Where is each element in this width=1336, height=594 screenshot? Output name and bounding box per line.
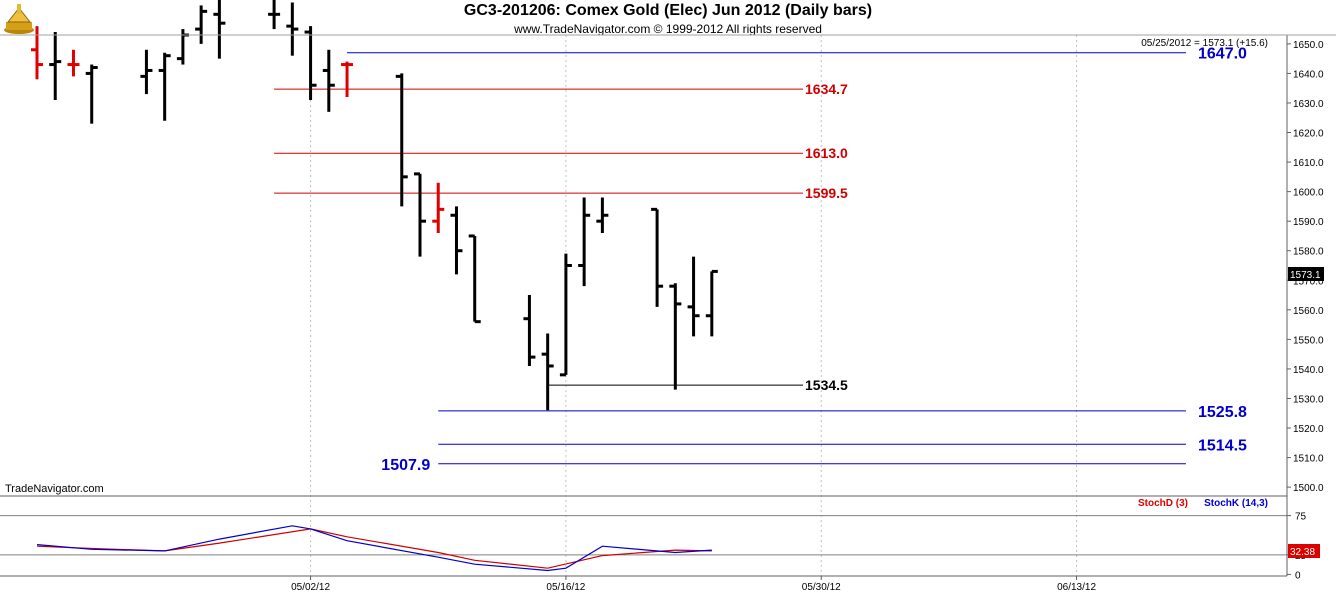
- copyright-text: www.TradeNavigator.com © 1999-2012 All r…: [514, 22, 822, 36]
- x-tick-label: 05/16/12: [546, 582, 585, 593]
- frame-layer: [0, 34, 1336, 577]
- ohlc-bar: [213, 0, 226, 59]
- y-tick-label: 1620.0: [1293, 129, 1324, 140]
- stoch-y-tick-label: 0: [1295, 570, 1301, 581]
- ohlc-bar: [669, 283, 682, 390]
- ohlc-bar: [596, 197, 609, 233]
- stoch-layer: [36, 525, 712, 572]
- level-label: 1613.0: [805, 145, 848, 161]
- ohlc-bar: [395, 73, 408, 207]
- grid-layer: [0, 35, 1287, 576]
- ohlc-bar: [468, 234, 481, 324]
- ohlc-bar: [31, 26, 43, 80]
- ohlc-bar: [304, 26, 317, 101]
- ohlc-bar: [687, 256, 700, 337]
- ohlc-bar: [140, 49, 153, 95]
- y-tick-label: 1540.0: [1293, 365, 1324, 376]
- ohlc-bar: [541, 333, 554, 411]
- ohlc-bar: [578, 197, 591, 287]
- y-tick-label: 1640.0: [1293, 69, 1324, 80]
- ohlc-bar: [268, 0, 281, 30]
- level-label: 1534.5: [805, 377, 848, 393]
- level-label: 1514.5: [1198, 437, 1247, 454]
- ohlc-bar: [559, 253, 572, 377]
- stoch-d-line: [36, 528, 712, 569]
- x-tick-label: 05/02/12: [291, 582, 330, 593]
- ohlc-bar: [195, 5, 208, 44]
- axis-layer: 05/02/12 05/16/12 05/30/12 06/13/12 1500.0 15…: [291, 40, 1324, 593]
- y-tick-label: 1610.0: [1293, 158, 1324, 169]
- ohlc-bar: [158, 52, 171, 121]
- level-label: 1507.9: [381, 457, 430, 474]
- ohlc-bar: [450, 206, 463, 275]
- ohlc-bar: [414, 172, 426, 257]
- stoch-value-tag-bg: [1288, 544, 1320, 558]
- y-tick-label: 1600.0: [1293, 188, 1324, 199]
- stoch-d-legend: StochD (3): [1138, 498, 1188, 509]
- y-tick-label: 1590.0: [1293, 217, 1324, 228]
- y-tick-label: 1500.0: [1293, 483, 1324, 494]
- ohlc-bar: [67, 49, 80, 77]
- level-layer: 1647.0 1634.7 1613.0 1599.5 1534.5 1525.8 1514…: [274, 46, 1247, 474]
- ohlc-bar: [651, 207, 664, 307]
- ohlc-bar: [322, 49, 335, 112]
- trade-navigator-logo-icon: [4, 4, 34, 34]
- stoch-k-line: [36, 525, 712, 572]
- ohlc-bar: [523, 295, 536, 366]
- y-tick-label: 1580.0: [1293, 247, 1324, 258]
- stoch-value-tag: 32.38: [1290, 547, 1315, 558]
- level-label: 1647.0: [1198, 46, 1247, 63]
- y-tick-label: 1550.0: [1293, 335, 1324, 346]
- ohlc-bar: [705, 269, 718, 337]
- ohlc-bar: [85, 64, 98, 124]
- y-tick-label: 1510.0: [1293, 454, 1324, 465]
- ohlc-bar: [432, 182, 445, 233]
- y-tick-label: 1520.0: [1293, 424, 1324, 435]
- y-tick-label: 1560.0: [1293, 306, 1324, 317]
- ohlc-bar: [341, 61, 354, 98]
- y-tick-label: 1630.0: [1293, 99, 1324, 110]
- stoch-k-legend: StochK (14,3): [1204, 498, 1268, 509]
- level-label: 1634.7: [805, 81, 848, 97]
- last-price-tag-bg: [1288, 267, 1324, 281]
- y-tick-label: 1530.0: [1293, 394, 1324, 405]
- x-tick-label: 05/30/12: [802, 582, 841, 593]
- chart-title: GC3-201206: Comex Gold (Elec) Jun 2012 (…: [463, 2, 873, 19]
- bar-layer: [31, 0, 718, 411]
- x-tick-label: 06/13/12: [1057, 582, 1096, 593]
- stoch-y-tick-label: 75: [1295, 512, 1307, 523]
- watermark: TradeNavigator.com: [5, 483, 104, 495]
- ohlc-bar: [176, 29, 189, 65]
- level-label: 1599.5: [805, 185, 848, 201]
- level-label: 1525.8: [1198, 404, 1247, 421]
- ohlc-bar: [49, 32, 62, 101]
- last-price-readout: 05/25/2012 = 1573.1 (+15.6): [1141, 38, 1268, 49]
- ohlc-bar: [286, 2, 299, 56]
- y-tick-label: 1650.0: [1293, 40, 1324, 51]
- last-price-tag: 1573.1: [1290, 270, 1321, 281]
- y-tick-label: 1570.0: [1293, 276, 1324, 287]
